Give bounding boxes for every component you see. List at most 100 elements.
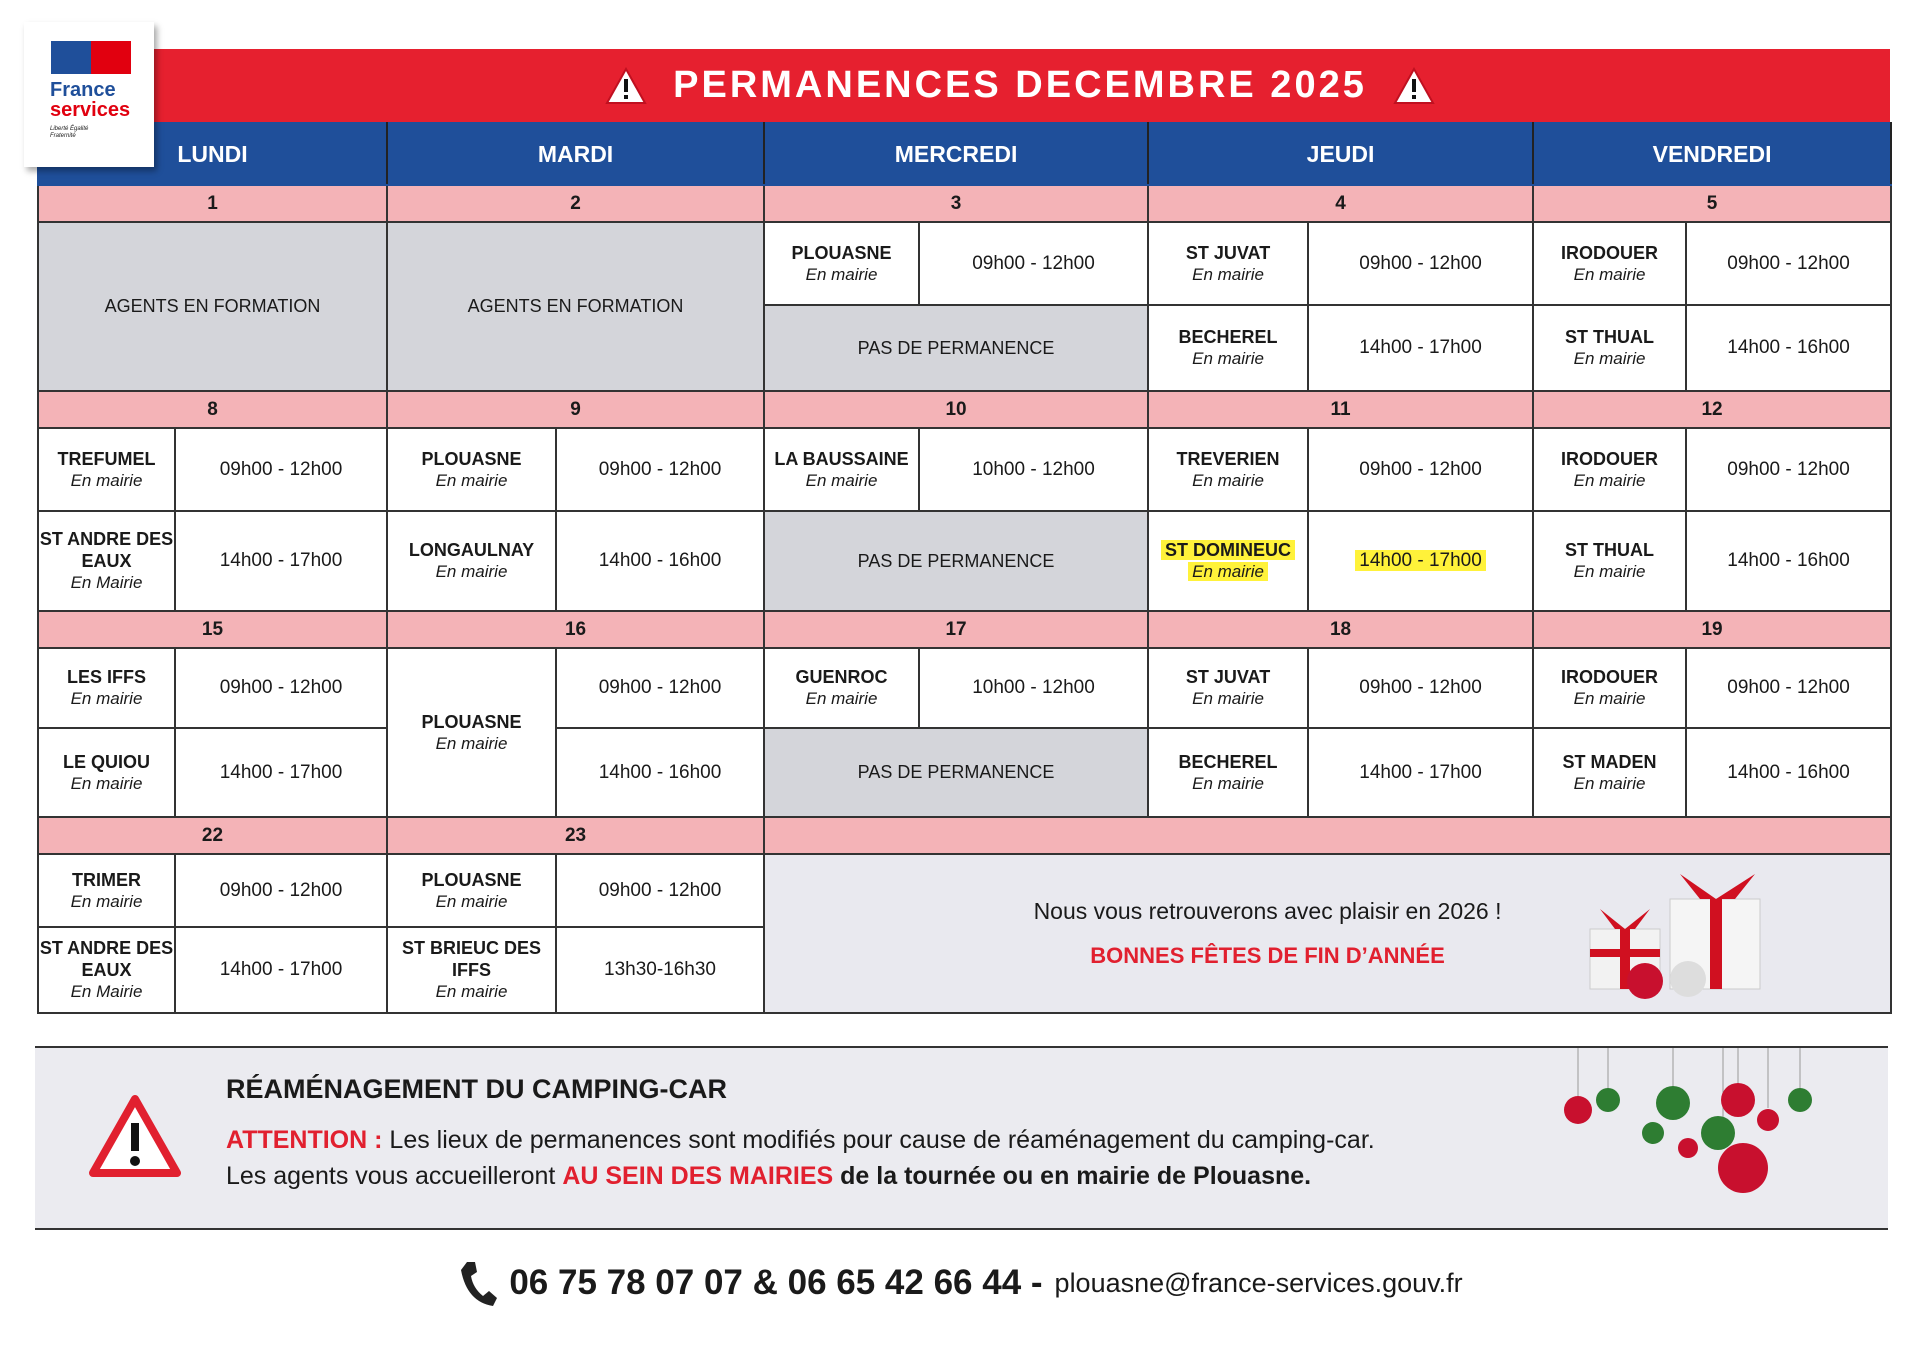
slot-row-afternoon: LE QUIOU En mairie 14h00 - 17h00 14h00 - 16… (37, 727, 1893, 818)
date-cell: 12 (1532, 390, 1893, 429)
email-link[interactable]: plouasne@france-services.gouv.fr (1054, 1267, 1463, 1298)
date-cell: 23 (385, 816, 766, 855)
time-cell: 09h00 - 12h00 (1685, 221, 1893, 306)
location-name: TREFUMEL (57, 448, 156, 469)
time-cell: 09h00 - 12h00 (1307, 647, 1535, 729)
location-name: TREVERIEN (1176, 448, 1280, 469)
location-subtitle: En mairie (1192, 349, 1264, 368)
france-services-logo: France services Liberté Égalité Fraterni… (24, 22, 154, 167)
location-name: ST JUVAT (1185, 242, 1271, 263)
slot-row-morning: AGENTS EN FORMATION AGENTS EN FORMATION PL… (37, 221, 1893, 392)
day-header-jeudi: JEUDI (1147, 122, 1535, 186)
date-cell: 10 (763, 390, 1150, 429)
location-name: IRODOUER (1561, 667, 1659, 687)
no-permanence-cell: PAS DE PERMANENCE (763, 727, 1150, 818)
notice-text: Les lieux de permanences sont modifiés p… (382, 1126, 1375, 1154)
date-cell: 1 (37, 184, 388, 223)
date-cell: 15 (37, 610, 388, 649)
date-cell: 8 (37, 390, 388, 429)
location-cell: ST BRIEUC DES IFFS En mairie (386, 926, 557, 1014)
location-name: ST THUAL (1565, 540, 1655, 560)
date-row: 15 16 17 18 19 (37, 610, 1893, 649)
location-name: ST JUVAT (1185, 667, 1271, 687)
time-cell: 09h00 - 12h00 (1307, 427, 1535, 512)
time-cell: 10h00 - 12h00 (918, 647, 1150, 729)
location-cell: IRODOUER En mairie (1532, 221, 1688, 306)
location-name: PLOUASNE (421, 448, 522, 469)
time-cell: 09h00 - 12h00 (554, 647, 766, 729)
highlighted-text: En mairie (1188, 562, 1268, 581)
location-name: PLOUASNE (421, 869, 522, 890)
location-cell: IRODOUER En mairie (1532, 427, 1688, 512)
location-subtitle: En mairie (435, 733, 508, 753)
location-name: LE QUIOU (62, 751, 150, 772)
day-header-vendredi: VENDREDI (1532, 122, 1893, 186)
logo-motto: Liberté Égalité Fraternité (50, 126, 89, 139)
slot-row-morning: LES IFFS En mairie 09h00 - 12h00 PLOUASNE En… (37, 647, 1893, 818)
location-name: LONGAULNAY (408, 540, 535, 560)
location-cell: TREVERIEN En mairie (1147, 427, 1310, 512)
notice-text: Les agents vous accueilleront (226, 1162, 563, 1190)
time-cell: 10h00 - 12h00 (918, 427, 1150, 512)
slot-row-afternoon: PAS DE PERMANENCE BECHEREL En mairie 14h00 … (38, 304, 1893, 392)
location-cell: LONGAULNAY En mairie (386, 510, 557, 612)
time-cell: 14h00 - 17h00 (174, 510, 388, 612)
day-header-mardi: MARDI (385, 122, 766, 186)
no-permanence-cell: PAS DE PERMANENCE (763, 304, 1150, 392)
location-cell: ST THUAL En mairie (1532, 304, 1688, 392)
time-cell: 09h00 - 12h00 (918, 221, 1150, 306)
location-name: PLOUASNE (421, 711, 522, 732)
time-cell: 09h00 - 12h00 (1685, 647, 1893, 729)
location-subtitle: En mairie (805, 470, 878, 490)
location-cell: PLOUASNE En mairie (386, 647, 557, 818)
location-cell: ST JUVAT En mairie (1147, 221, 1310, 306)
location-name: BECHEREL (1178, 327, 1278, 347)
date-cell: 22 (37, 816, 388, 855)
location-subtitle: En mairie (1573, 264, 1646, 284)
gift-boxes-image (1589, 874, 1761, 999)
location-cell: TREFUMEL En mairie (37, 427, 176, 512)
slot-row-afternoon: ST ANDRE DES EAUX En Mairie 14h00 - 17h00 S… (37, 926, 1891, 1014)
logo-text-services: services (50, 99, 131, 121)
location-cell: PLOUASNE En mairie (386, 853, 557, 928)
location-subtitle: En mairie (1573, 349, 1646, 368)
no-permanence-cell: PAS DE PERMANENCE (763, 510, 1150, 612)
location-name: IRODOUER (1561, 448, 1659, 469)
date-row: 22 23 (37, 816, 1893, 855)
location-subtitle: En mairie (805, 689, 878, 708)
phone-icon (461, 1262, 498, 1306)
location-name: BECHEREL (1178, 751, 1278, 772)
notice-line-1: ATTENTION : Les lieux de permanences son… (226, 1126, 1375, 1155)
highlighted-text: 14h00 - 17h00 (1355, 550, 1486, 571)
location-subtitle: En mairie (1573, 689, 1646, 708)
notice-title: RÉAMÉNAGEMENT DU CAMPING-CAR (226, 1074, 727, 1104)
slot-row-afternoon: ST ANDRE DES EAUX En Mairie 14h00 - 17h00 L… (37, 510, 1893, 612)
location-cell: LES IFFS En mairie (37, 647, 176, 729)
date-cell: 11 (1147, 390, 1535, 429)
location-name: ST THUAL (1565, 327, 1655, 347)
location-subtitle: En mairie (70, 689, 143, 708)
location-cell: PLOUASNE En mairie (386, 427, 557, 512)
location-subtitle: En mairie (70, 891, 143, 911)
date-cell-empty (763, 816, 1893, 855)
slot-row-morning: TREFUMEL En mairie 09h00 - 12h00 PLOUASNE En… (37, 427, 1893, 512)
location-subtitle: En mairie (1192, 470, 1264, 490)
time-cell: 09h00 - 12h00 (1685, 427, 1893, 512)
location-subtitle: En mairie (435, 470, 508, 490)
slot-row-morning: TRIMER En mairie 09h00 - 12h00 PLOUASNE En m… (37, 853, 1893, 1014)
time-cell: 09h00 - 12h00 (174, 853, 388, 928)
location-subtitle: En Mairie (70, 982, 143, 1001)
time-cell: 14h00 - 17h00 (1307, 727, 1535, 818)
logo-text-france: France (50, 79, 116, 101)
location-name: IRODOUER (1561, 242, 1659, 263)
holiday-message: Nous vous retrouverons avec plaisir en 2… (763, 853, 1893, 1014)
location-subtitle: En mairie (1192, 773, 1264, 793)
location-subtitle: En mairie (70, 470, 143, 490)
date-cell: 4 (1147, 184, 1535, 223)
location-subtitle: En mairie (805, 264, 878, 284)
notice-line-2: Les agents vous accueilleront AU SEIN DE… (226, 1162, 1311, 1191)
location-name: GUENROC (795, 667, 888, 687)
warning-icon (605, 66, 647, 104)
location-cell: ST MADEN En mairie (1532, 727, 1688, 818)
